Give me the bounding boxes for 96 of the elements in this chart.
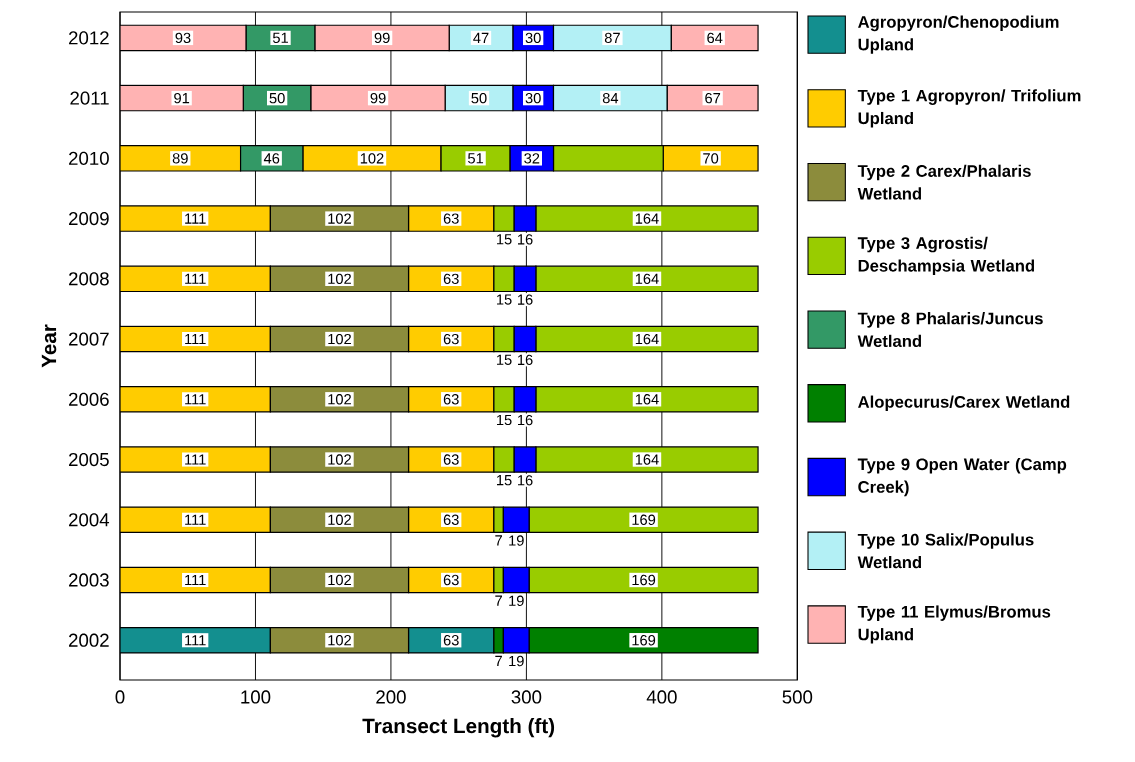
x-tick-label: 0 [115, 690, 125, 704]
data-label: 102 [328, 514, 351, 525]
data-label: 30 [525, 32, 541, 44]
data-label: 67 [705, 92, 721, 104]
data-label: 7 [495, 655, 502, 666]
data-label: 50 [269, 92, 285, 104]
data-label: 51 [468, 153, 484, 164]
data-label: 164 [635, 394, 659, 405]
data-label: 32 [524, 153, 540, 164]
data-label: 111 [185, 213, 206, 224]
y-tick-label: 2006 [69, 392, 109, 406]
data-label: 111 [185, 334, 206, 345]
y-tick-label: 2011 [70, 91, 109, 105]
data-label: 169 [632, 514, 656, 525]
data-label: 99 [374, 32, 390, 44]
data-label: 164 [635, 333, 659, 345]
data-label: 19 [509, 595, 524, 606]
y-tick-label: 2009 [69, 211, 109, 226]
data-label: 111 [185, 454, 206, 465]
data-label: 63 [443, 394, 459, 405]
data-label: 15 [497, 294, 512, 305]
data-label: 63 [443, 514, 459, 525]
y-tick-label: 2010 [69, 151, 109, 165]
data-label: 15 [497, 414, 512, 426]
y-tick-label: 2012 [69, 31, 109, 45]
data-label: 102 [328, 273, 351, 285]
data-label: 164 [635, 454, 659, 465]
x-tick-label: 200 [376, 690, 406, 704]
data-label: 7 [495, 535, 502, 546]
data-label: 102 [328, 635, 351, 646]
data-label: 111 [185, 574, 206, 586]
data-label: 47 [473, 32, 489, 43]
data-label: 16 [518, 294, 533, 305]
data-label: 15 [497, 354, 512, 365]
legend-label: Agropyron/Chenopodium Upland [858, 15, 1059, 54]
data-label: 164 [635, 273, 659, 285]
data-label: 99 [370, 92, 386, 104]
data-label: 169 [632, 574, 656, 586]
data-label: 63 [443, 333, 459, 345]
data-label: 16 [518, 354, 533, 366]
y-axis-title: Year [41, 324, 57, 368]
data-label: 89 [172, 153, 188, 164]
data-label: 16 [518, 475, 533, 486]
legend-label: Type 11 Elymus/Bromus Upland [857, 605, 1051, 644]
data-label: 84 [602, 92, 619, 104]
data-label: 102 [360, 153, 384, 164]
data-label: 63 [443, 635, 459, 646]
x-tick-label: 100 [241, 690, 271, 704]
y-tick-label: 2004 [69, 513, 110, 527]
legend-label: Type 1 Agropyron/ Trifolium Upland [857, 89, 1081, 128]
data-label: 111 [185, 635, 206, 646]
data-label: 63 [443, 273, 459, 285]
y-tick-label: 2008 [69, 272, 109, 286]
data-label: 63 [443, 574, 459, 586]
data-label: 102 [328, 213, 351, 224]
x-axis-title: Transect Length (ft) [362, 718, 555, 738]
data-label: 19 [509, 535, 524, 546]
data-label: 70 [703, 153, 719, 164]
data-label: 30 [525, 92, 541, 104]
data-label: 102 [328, 333, 351, 345]
legend-label: Type 2 Carex/Phalaris Wetland [857, 164, 1031, 200]
data-label: 63 [443, 213, 459, 224]
data-label: 111 [185, 514, 206, 525]
data-label: 64 [707, 32, 723, 44]
data-label: 87 [604, 32, 620, 44]
data-label: 16 [518, 234, 533, 245]
y-tick-label: 2005 [69, 452, 109, 467]
data-label: 19 [509, 655, 524, 667]
y-tick-label: 2007 [69, 332, 109, 346]
legend-label: Type 9 Open Water (Camp Creek) [857, 457, 1067, 497]
legend-label: Alopecurus/Carex Wetland [858, 395, 1070, 412]
data-label: 15 [497, 475, 512, 486]
y-tick-label: 2002 [69, 633, 109, 647]
legend-label: Type 8 Phalaris/Juncus Wetland [857, 312, 1043, 348]
data-label: 102 [328, 454, 351, 465]
data-label: 63 [443, 454, 459, 465]
x-tick-label: 300 [511, 690, 542, 704]
data-label: 50 [471, 92, 487, 104]
data-label: 15 [497, 234, 512, 245]
data-label: 102 [328, 394, 351, 405]
x-tick-label: 400 [646, 690, 677, 704]
data-label: 111 [185, 394, 206, 405]
data-label: 16 [518, 414, 533, 426]
data-label: 111 [185, 273, 206, 284]
data-label: 93 [175, 32, 191, 44]
legend-label: Type 10 Salix/Populus Wetland [857, 533, 1034, 569]
data-label: 169 [632, 635, 656, 646]
data-label: 102 [328, 574, 351, 586]
data-label: 7 [495, 595, 502, 606]
data-label: 51 [272, 32, 288, 44]
y-tick-label: 2003 [69, 573, 109, 587]
data-label: 91 [174, 92, 190, 104]
data-label: 164 [635, 213, 659, 224]
data-label: 46 [263, 153, 280, 164]
legend-label: Type 3 Agrostis/ Deschampsia Wetland [857, 236, 1035, 275]
x-tick-label: 500 [782, 690, 813, 704]
